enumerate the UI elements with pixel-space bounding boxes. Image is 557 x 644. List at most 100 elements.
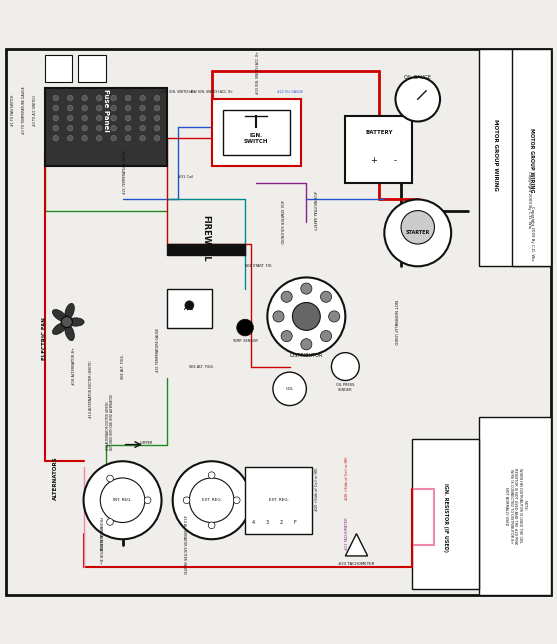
Text: #23 TACHOMETER: #23 TACHOMETER xyxy=(338,562,375,565)
Circle shape xyxy=(140,106,145,111)
Text: ELECTRIC FAN: ELECTRIC FAN xyxy=(42,317,47,360)
Text: #18 ALTERNATOR B+: #18 ALTERNATOR B+ xyxy=(72,348,76,386)
Bar xyxy=(78,55,106,82)
Circle shape xyxy=(125,126,131,131)
Text: 4: 4 xyxy=(252,520,255,525)
Circle shape xyxy=(273,372,306,406)
Bar xyxy=(412,439,479,589)
Text: #22 OIL GAUGE: #22 OIL GAUGE xyxy=(277,90,302,93)
Circle shape xyxy=(329,311,340,322)
Circle shape xyxy=(82,135,87,141)
Text: DISTRIBUTOR: DISTRIBUTOR xyxy=(290,353,323,357)
Circle shape xyxy=(84,461,162,539)
Text: Copyright 2009 By C.D. Wix: Copyright 2009 By C.D. Wix xyxy=(530,205,534,260)
Text: #20 +Side of Coil or HEI: #20 +Side of Coil or HEI xyxy=(345,456,349,500)
Text: MOTOR GROUP WIRING: MOTOR GROUP WIRING xyxy=(530,128,534,193)
Circle shape xyxy=(82,115,87,121)
Text: INT. REG.: INT. REG. xyxy=(113,498,132,502)
Circle shape xyxy=(154,115,160,121)
Text: SEE ALT. FIGS.: SEE ALT. FIGS. xyxy=(120,354,125,379)
Circle shape xyxy=(154,95,160,101)
Text: #3 TO TEMPERATURE GAUGE: #3 TO TEMPERATURE GAUGE xyxy=(22,86,26,134)
Circle shape xyxy=(281,330,292,342)
Text: -: - xyxy=(394,156,397,165)
Circle shape xyxy=(111,106,116,111)
Text: COL: COL xyxy=(285,387,294,391)
Circle shape xyxy=(111,126,116,131)
Text: MOTOR GROUP WIRING: MOTOR GROUP WIRING xyxy=(494,119,498,191)
Circle shape xyxy=(82,126,87,131)
Circle shape xyxy=(53,126,58,131)
Bar xyxy=(167,244,245,255)
Text: SEE ALT. FIGS.: SEE ALT. FIGS. xyxy=(189,365,214,368)
Circle shape xyxy=(384,200,451,267)
Text: TEMP. SENSOR: TEMP. SENSOR xyxy=(232,339,258,343)
Circle shape xyxy=(100,478,145,522)
Circle shape xyxy=(237,319,253,336)
Circle shape xyxy=(320,291,331,302)
Bar xyxy=(167,289,212,328)
Bar xyxy=(479,417,551,595)
Text: NOT NORMALLY USED: NOT NORMALLY USED xyxy=(393,299,398,345)
Text: #33 IGN. SWITCH ACC. B+: #33 IGN. SWITCH ACC. B+ xyxy=(256,50,260,93)
Bar xyxy=(512,49,551,267)
Circle shape xyxy=(82,106,87,111)
Circle shape xyxy=(154,135,160,141)
Circle shape xyxy=(154,126,160,131)
Circle shape xyxy=(111,115,116,121)
Circle shape xyxy=(233,497,240,504)
Circle shape xyxy=(53,95,58,101)
Circle shape xyxy=(96,126,102,131)
Circle shape xyxy=(301,339,312,350)
Circle shape xyxy=(154,106,160,111)
Text: IGN.
SWITCH: IGN. SWITCH xyxy=(244,133,268,144)
Text: #14 AL TERNATOR EXCITER (WHITE): #14 AL TERNATOR EXCITER (WHITE) xyxy=(182,515,186,574)
Circle shape xyxy=(67,126,73,131)
Ellipse shape xyxy=(67,318,84,326)
Text: #19 NEUTRAL SAFETY: #19 NEUTRAL SAFETY xyxy=(312,191,316,230)
Polygon shape xyxy=(345,534,368,556)
Circle shape xyxy=(82,95,87,101)
Circle shape xyxy=(67,135,73,141)
Circle shape xyxy=(125,95,131,101)
Text: #31 Coil: #31 Coil xyxy=(178,175,193,179)
Circle shape xyxy=(140,115,145,121)
Text: F: F xyxy=(294,520,296,525)
Circle shape xyxy=(395,77,440,122)
Circle shape xyxy=(111,135,116,141)
Circle shape xyxy=(281,291,292,302)
Circle shape xyxy=(96,95,102,101)
Bar xyxy=(212,99,301,166)
Circle shape xyxy=(140,95,145,101)
Bar xyxy=(45,55,72,82)
Text: #21 TEMPERATURE GAUGE: #21 TEMPERATURE GAUGE xyxy=(156,328,160,372)
Text: FROM FUSE BLOCK: FROM FUSE BLOCK xyxy=(98,517,102,551)
Text: +: + xyxy=(370,156,377,165)
Text: 3: 3 xyxy=(266,520,269,525)
Text: FIREWALL: FIREWALL xyxy=(202,215,211,261)
Text: #16 STARTER SOLENOID: #16 STARTER SOLENOID xyxy=(278,200,282,243)
Text: #23 TACHOMETER: #23 TACHOMETER xyxy=(345,517,349,550)
Circle shape xyxy=(140,135,145,141)
Circle shape xyxy=(320,330,331,342)
Circle shape xyxy=(401,211,434,244)
Circle shape xyxy=(140,126,145,131)
Text: OIL PRESS.
SENDER: OIL PRESS. SENDER xyxy=(336,383,355,392)
Text: #32 IGN. SWITCH ACC. B+: #32 IGN. SWITCH ACC. B+ xyxy=(190,90,233,93)
Ellipse shape xyxy=(52,310,67,321)
Circle shape xyxy=(96,106,102,111)
Circle shape xyxy=(61,316,72,328)
Text: #34 IGN. SWITCH B+: #34 IGN. SWITCH B+ xyxy=(161,90,196,93)
Circle shape xyxy=(107,475,114,482)
Circle shape xyxy=(301,283,312,294)
Text: #14 ALTERNATOR EXCITER (WHITE)
NOT USED WITH ONE WIRE ALTERNATOR: #14 ALTERNATOR EXCITER (WHITE) NOT USED … xyxy=(106,394,114,450)
Text: STARTER: STARTER xyxy=(405,231,430,235)
Text: 2: 2 xyxy=(280,520,283,525)
Text: Fuse Panel: Fuse Panel xyxy=(103,89,109,132)
Circle shape xyxy=(125,106,131,111)
Text: #14 ALTERNATOR EXCITER (WHITE): #14 ALTERNATOR EXCITER (WHITE) xyxy=(89,360,93,418)
Bar xyxy=(479,49,551,267)
Text: OIL GAUGE: OIL GAUGE xyxy=(404,75,431,80)
Circle shape xyxy=(208,522,215,529)
Circle shape xyxy=(125,135,131,141)
